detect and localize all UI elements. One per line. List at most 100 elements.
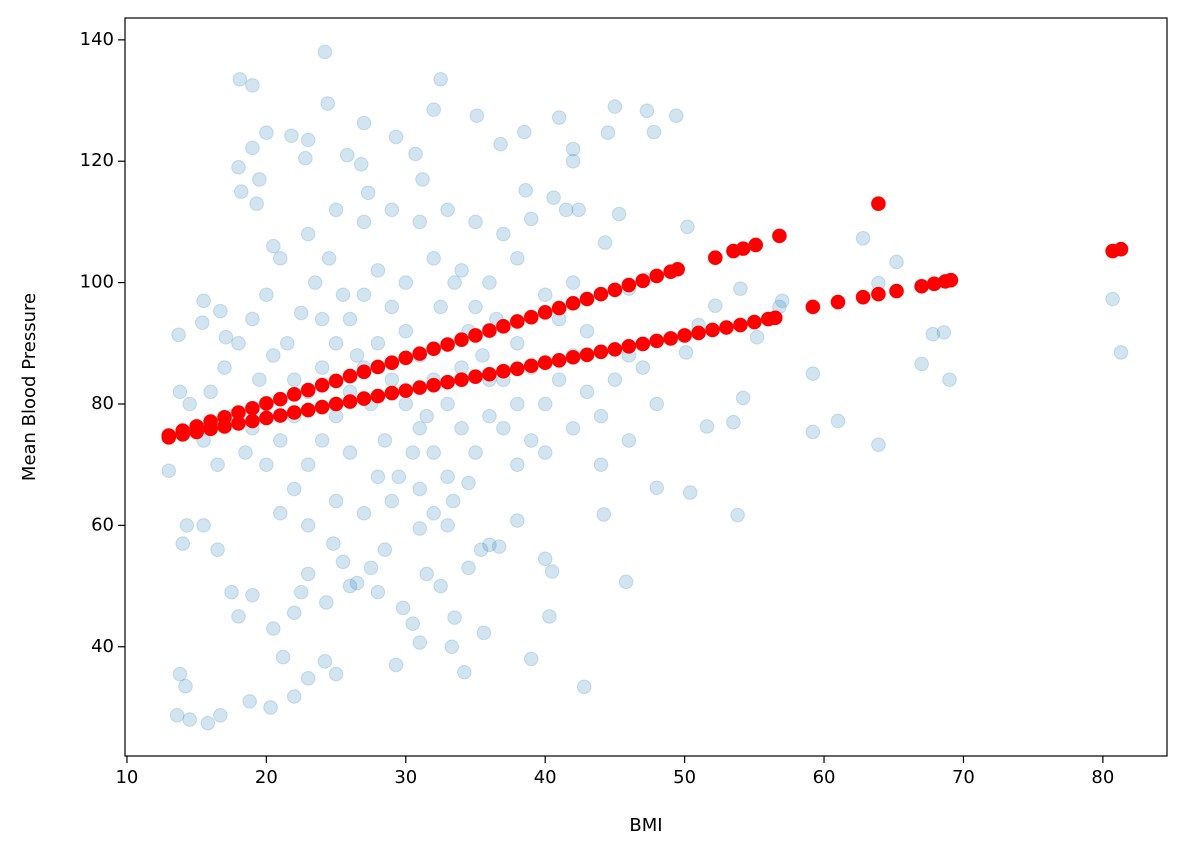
point	[171, 327, 186, 343]
point	[433, 578, 448, 594]
point	[342, 445, 358, 460]
point	[266, 238, 281, 254]
point	[175, 536, 191, 551]
point	[328, 396, 344, 412]
point	[293, 584, 309, 600]
point	[551, 110, 567, 125]
point	[298, 150, 313, 166]
point	[461, 475, 476, 491]
point	[259, 287, 274, 303]
point	[440, 337, 455, 352]
point	[377, 433, 393, 448]
point	[238, 445, 253, 460]
point	[426, 505, 441, 521]
point	[678, 345, 694, 360]
point	[733, 281, 748, 296]
point	[233, 184, 249, 199]
point	[259, 457, 274, 472]
point	[680, 219, 695, 235]
point	[516, 124, 532, 140]
point	[565, 420, 581, 436]
point	[663, 331, 678, 346]
point	[639, 103, 655, 119]
point	[537, 396, 553, 412]
point	[384, 372, 400, 388]
point	[320, 96, 336, 111]
point	[635, 273, 651, 289]
point	[542, 609, 557, 624]
point	[670, 261, 685, 277]
point	[231, 159, 246, 175]
point	[705, 322, 720, 338]
point	[279, 336, 295, 351]
point	[286, 481, 302, 497]
point	[284, 128, 299, 144]
point	[370, 359, 386, 375]
point	[635, 360, 651, 375]
point	[300, 226, 316, 242]
point	[321, 251, 337, 266]
y-tick-label: 60	[91, 514, 114, 535]
point	[419, 566, 434, 582]
point	[523, 309, 539, 325]
point	[349, 348, 365, 363]
point	[445, 493, 461, 509]
point	[699, 419, 715, 434]
point	[646, 124, 662, 140]
point	[1113, 345, 1129, 360]
point	[491, 539, 507, 554]
point	[328, 493, 344, 509]
point	[855, 289, 871, 305]
point	[300, 671, 316, 686]
point	[245, 78, 260, 93]
point	[914, 278, 929, 294]
point	[412, 346, 428, 361]
point	[419, 408, 434, 424]
point	[314, 377, 330, 393]
point	[259, 125, 274, 141]
point	[454, 263, 469, 278]
point	[611, 206, 627, 222]
point	[433, 71, 448, 87]
point	[300, 457, 316, 472]
point	[649, 268, 665, 284]
point	[179, 518, 195, 533]
point	[726, 414, 741, 430]
point	[412, 521, 428, 536]
point	[1113, 241, 1129, 257]
point	[805, 299, 821, 315]
point	[482, 275, 497, 290]
x-tick-label: 30	[394, 767, 417, 788]
point	[871, 286, 886, 302]
point	[363, 560, 379, 576]
point	[707, 250, 723, 266]
point	[805, 366, 821, 381]
point	[398, 396, 414, 412]
point	[426, 445, 441, 460]
point	[252, 172, 267, 187]
point	[468, 299, 483, 315]
point	[454, 332, 469, 347]
point	[518, 183, 533, 198]
point	[328, 336, 344, 351]
point	[943, 272, 959, 288]
point	[210, 457, 225, 472]
point	[735, 390, 751, 406]
point	[523, 433, 539, 448]
point	[454, 372, 469, 388]
point	[217, 419, 232, 434]
point	[210, 542, 225, 557]
point	[412, 635, 428, 650]
point	[395, 600, 411, 616]
x-tick-label: 10	[115, 767, 138, 788]
point	[388, 657, 404, 673]
point	[273, 408, 288, 423]
point	[748, 237, 764, 253]
point	[579, 384, 595, 400]
y-tick-label: 140	[80, 29, 114, 50]
point	[579, 291, 595, 307]
point	[194, 315, 210, 330]
point	[510, 513, 525, 528]
point	[398, 323, 414, 339]
